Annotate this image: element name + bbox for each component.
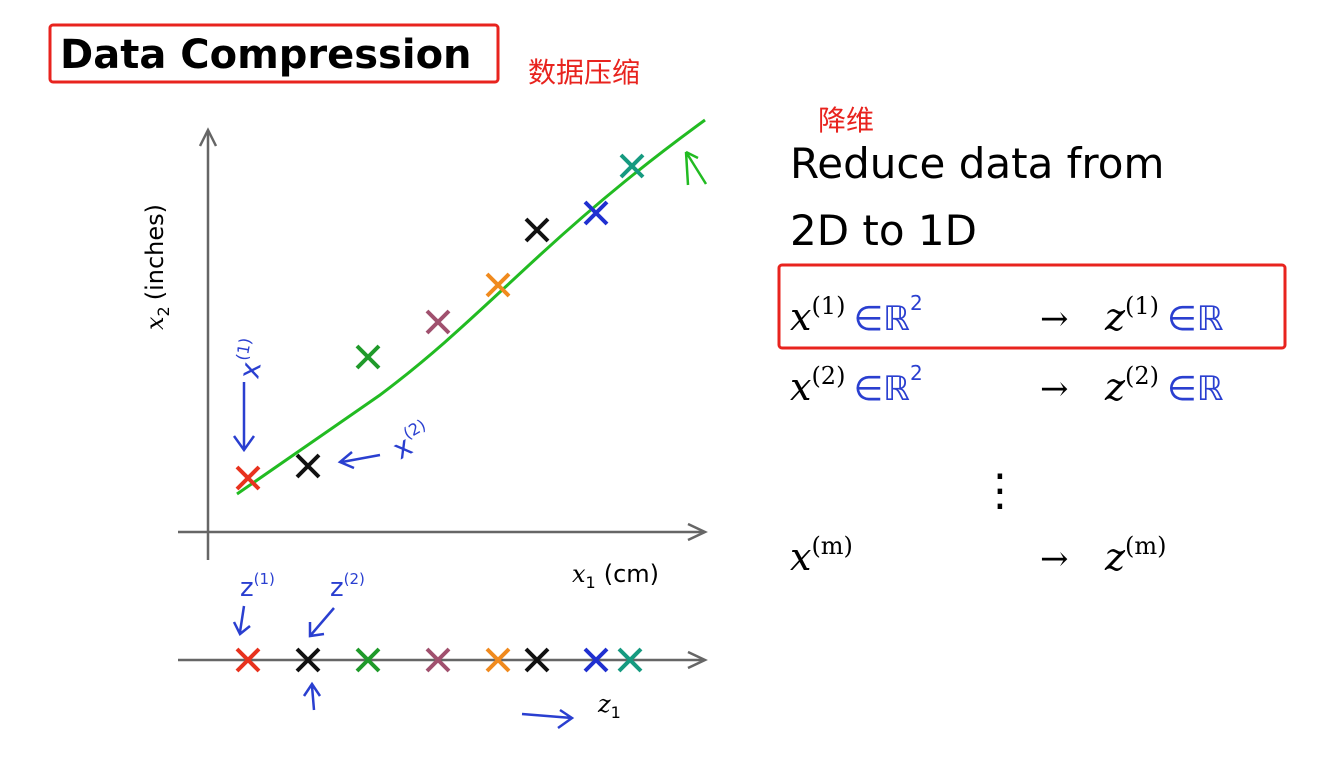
sup: (m)	[811, 532, 852, 560]
mapping-target: z(1) ∈ℝ	[1104, 292, 1224, 339]
mapping-source: x(m)	[790, 532, 853, 579]
title: Data Compression	[60, 32, 472, 78]
cross	[295, 647, 321, 673]
cross	[355, 647, 381, 673]
heading-line: Reduce data from	[790, 139, 1164, 188]
cross	[235, 647, 261, 673]
mapping-target: z(m)	[1104, 532, 1167, 579]
highlight-box	[777, 263, 1287, 350]
sup: (2)	[1125, 362, 1159, 390]
cross	[295, 453, 321, 479]
var: x	[141, 316, 169, 330]
sup: (1)	[254, 570, 275, 588]
sup: (1)	[232, 336, 255, 362]
handwritten-arrow	[684, 150, 708, 186]
cross	[485, 272, 511, 298]
space: ∈ℝ	[1167, 299, 1224, 339]
var: z	[597, 690, 611, 718]
sub: 1	[586, 573, 596, 592]
handwritten-label: z(1)	[240, 570, 275, 603]
handwritten-label: x(1)	[229, 336, 271, 381]
var: x	[790, 365, 811, 409]
sup: 2	[910, 361, 923, 385]
var: z	[1104, 295, 1126, 339]
handwritten-arrow	[232, 605, 251, 636]
cross	[583, 647, 609, 673]
handwritten-arrow	[232, 382, 256, 453]
z-axis-label: z1	[597, 690, 621, 722]
handwritten-arrow	[337, 451, 381, 470]
cross	[619, 153, 645, 179]
side-note: 降维	[818, 104, 874, 137]
cross	[425, 309, 451, 335]
cross	[583, 200, 609, 226]
space: ∈ℝ	[1167, 369, 1224, 409]
arrow: →	[1040, 369, 1069, 409]
sup: (2)	[811, 362, 845, 390]
handwritten-arrow	[308, 607, 335, 638]
var: x	[790, 295, 811, 339]
var: x	[232, 359, 267, 381]
arrow: →	[1040, 299, 1069, 339]
handwritten-arrow	[302, 681, 322, 711]
sup: (1)	[811, 292, 845, 320]
sup: (1)	[1125, 292, 1159, 320]
unit: (cm)	[604, 560, 659, 588]
var: x	[572, 560, 586, 588]
space: ∈ℝ	[853, 299, 910, 339]
heading-line: 2D to 1D	[790, 206, 977, 255]
var: z	[240, 573, 254, 603]
handwritten-label: x(2)	[386, 415, 438, 466]
sup: (2)	[344, 570, 365, 588]
cross	[425, 647, 451, 673]
cross	[524, 217, 550, 243]
var: z	[330, 573, 344, 603]
projection-line	[236, 118, 706, 496]
mapping-source: x(2) ∈ℝ2	[790, 361, 923, 409]
ellipsis: ⋮	[978, 465, 1022, 516]
handwritten-arrow	[521, 708, 575, 730]
cross	[355, 344, 381, 370]
cross	[617, 647, 643, 673]
arrow: →	[1040, 539, 1069, 579]
sup: (m)	[1125, 532, 1166, 560]
mapping-source: x(1) ∈ℝ2	[790, 291, 923, 339]
x-axis-label: x1 (cm)	[572, 560, 659, 592]
title-note: 数据压缩	[528, 56, 640, 89]
mapping-target: z(2) ∈ℝ	[1104, 362, 1224, 409]
cross	[485, 647, 511, 673]
var: z	[1104, 535, 1126, 579]
mapping-rows: x(1) ∈ℝ2 → z(1) ∈ℝx(2) ∈ℝ2 → z(2) ∈ℝx(m) → z(m)	[790, 291, 1224, 579]
cross	[524, 647, 550, 673]
handwritten-label: z(2)	[330, 570, 365, 603]
var: x	[790, 535, 811, 579]
space: ∈ℝ	[853, 369, 910, 409]
y-axis-label: x2 (inches)	[141, 204, 173, 330]
sub: 2	[154, 306, 173, 316]
title-box	[48, 23, 500, 84]
sup: 2	[910, 291, 923, 315]
sub: 1	[611, 703, 621, 722]
points	[235, 153, 645, 673]
unit: (inches)	[141, 204, 169, 300]
var: z	[1104, 365, 1126, 409]
cross	[235, 465, 261, 491]
